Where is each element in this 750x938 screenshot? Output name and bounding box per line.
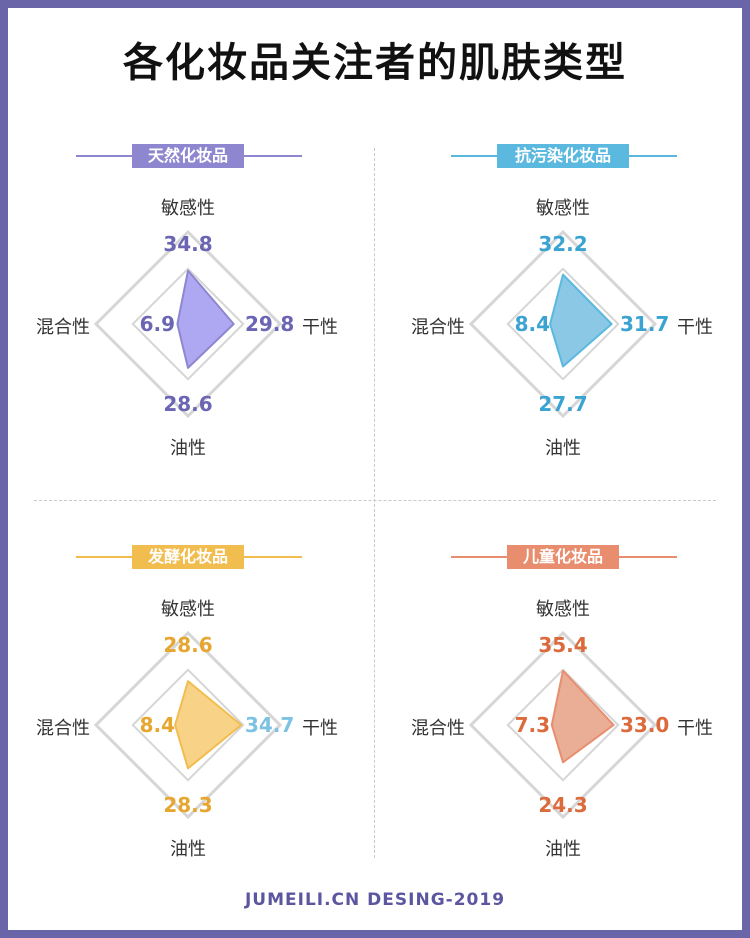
value-label-left: 8.4 [139,713,175,737]
radar-panel-fermented: 发酵化妆品 敏感性 干性 油性 混合性 28.6 34.7 28.3 8.4 [0,401,375,860]
value-label-left: 8.4 [514,312,550,336]
axis-label-bottom: 油性 [545,839,581,860]
radar-panel-natural: 天然化妆品 敏感性 干性 油性 混合性 34.8 29.8 28.6 6.9 [0,0,375,459]
grid-ring [506,267,620,381]
value-label-bottom: 28.3 [163,793,213,817]
axis-label-left: 混合性 [411,718,465,739]
footer-credit: JUMEILI.CN DESING-2019 [244,890,506,910]
value-label-top: 32.2 [538,232,588,256]
data-area [549,273,613,368]
data-area [550,669,615,764]
value-label-bottom: 24.3 [538,793,588,817]
radar-chart-fermented [93,630,283,820]
value-label-right: 29.8 [245,312,295,336]
value-label-left: 6.9 [139,312,175,336]
value-label-bottom: 27.7 [538,392,588,416]
value-label-bottom: 28.6 [163,392,213,416]
axis-label-bottom: 油性 [545,438,581,459]
value-label-top: 35.4 [538,633,588,657]
data-area [176,269,235,369]
chart-title-badge: 发酵化妆品 [132,545,244,569]
axis-label-right: 干性 [677,718,713,739]
grid-ring [131,668,245,782]
value-label-right: 34.7 [245,713,295,737]
axis-label-bottom: 油性 [170,839,206,860]
axis-label-top: 敏感性 [161,198,215,219]
chart-title-badge: 天然化妆品 [132,144,244,168]
grid-ring [468,229,658,419]
data-area [174,680,243,770]
value-label-right: 33.0 [620,713,670,737]
axis-label-right: 干性 [302,317,338,338]
axis-label-top: 敏感性 [536,198,590,219]
axis-label-left: 混合性 [411,317,465,338]
axis-label-right: 干性 [677,317,713,338]
axis-label-right: 干性 [302,718,338,739]
radar-chart-anti-pollution [468,229,658,419]
value-label-right: 31.7 [620,312,670,336]
chart-title-badge: 抗污染化妆品 [497,144,629,168]
axis-label-left: 混合性 [36,718,90,739]
axis-label-top: 敏感性 [536,599,590,620]
value-label-top: 34.8 [163,232,213,256]
horizontal-divider [34,500,716,501]
grid-ring [131,267,245,381]
radar-chart-natural [93,229,283,419]
radar-chart-children [468,630,658,820]
radar-panel-children: 儿童化妆品 敏感性 干性 油性 混合性 35.4 33.0 24.3 7.3 [375,401,750,860]
grid-ring [93,229,283,419]
vertical-divider [374,148,375,858]
axis-label-bottom: 油性 [170,438,206,459]
grid-ring [93,630,283,820]
axis-label-left: 混合性 [36,317,90,338]
grid-ring [468,630,658,820]
value-label-top: 28.6 [163,633,213,657]
page-title: 各化妆品关注者的肌肤类型 [123,40,627,86]
chart-title-badge: 儿童化妆品 [507,545,619,569]
value-label-left: 7.3 [514,713,550,737]
grid-ring [506,668,620,782]
axis-label-top: 敏感性 [161,599,215,620]
radar-panel-anti-pollution: 抗污染化妆品 敏感性 干性 油性 混合性 32.2 31.7 27.7 8.4 [375,0,750,459]
